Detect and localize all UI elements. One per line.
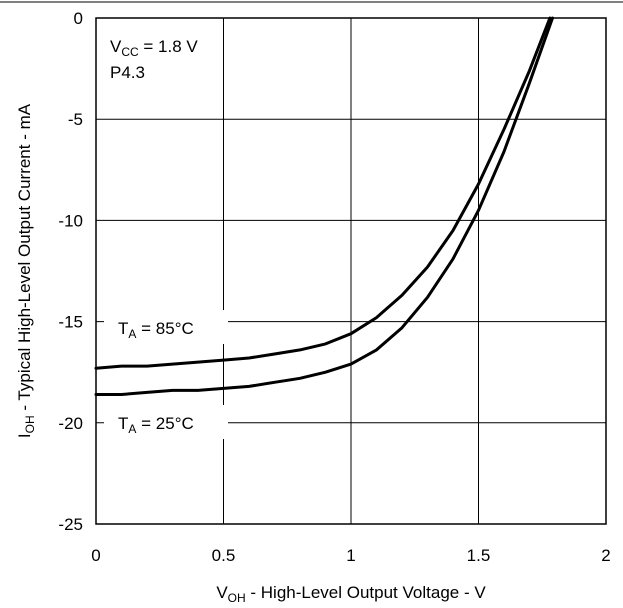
x-tick-labels: 0 0.5 1 1.5 2 — [91, 546, 610, 565]
y-tick-labels: 0 -5 -10 -15 -20 -25 — [58, 9, 83, 534]
t85-annotation: TA = 85°C — [118, 319, 194, 341]
x-axis-label: VOH - High-Level Output Voltage - V — [216, 583, 486, 605]
vcc-annotation: VCC = 1.8 V — [110, 37, 198, 59]
y-axis-label: IOH - Typical High-Level Output Current … — [15, 103, 37, 438]
y-tick-label: -20 — [58, 414, 83, 433]
y-tick-label: 0 — [74, 9, 83, 28]
y-tick-label: -5 — [68, 110, 83, 129]
x-tick-label: 2 — [601, 546, 610, 565]
x-tick-label: 1.5 — [467, 546, 491, 565]
y-tick-label: -10 — [58, 211, 83, 230]
pin-annotation: P4.3 — [110, 63, 145, 82]
t25-label-bg — [104, 405, 228, 439]
series-line-85c — [94, 16, 552, 370]
series-line-25c — [94, 16, 554, 396]
y-tick-label: -15 — [58, 313, 83, 332]
x-tick-label: 0 — [91, 546, 100, 565]
vcc-label-bg — [100, 28, 222, 88]
x-tick-label: 1 — [346, 546, 355, 565]
grid-lines — [96, 18, 606, 524]
t85-label-bg — [104, 310, 228, 344]
x-tick-label: 0.5 — [212, 546, 236, 565]
series-lines — [94, 16, 554, 396]
plot-frame — [95, 17, 607, 525]
y-tick-label: -25 — [58, 515, 83, 534]
t25-annotation: TA = 25°C — [118, 414, 194, 436]
